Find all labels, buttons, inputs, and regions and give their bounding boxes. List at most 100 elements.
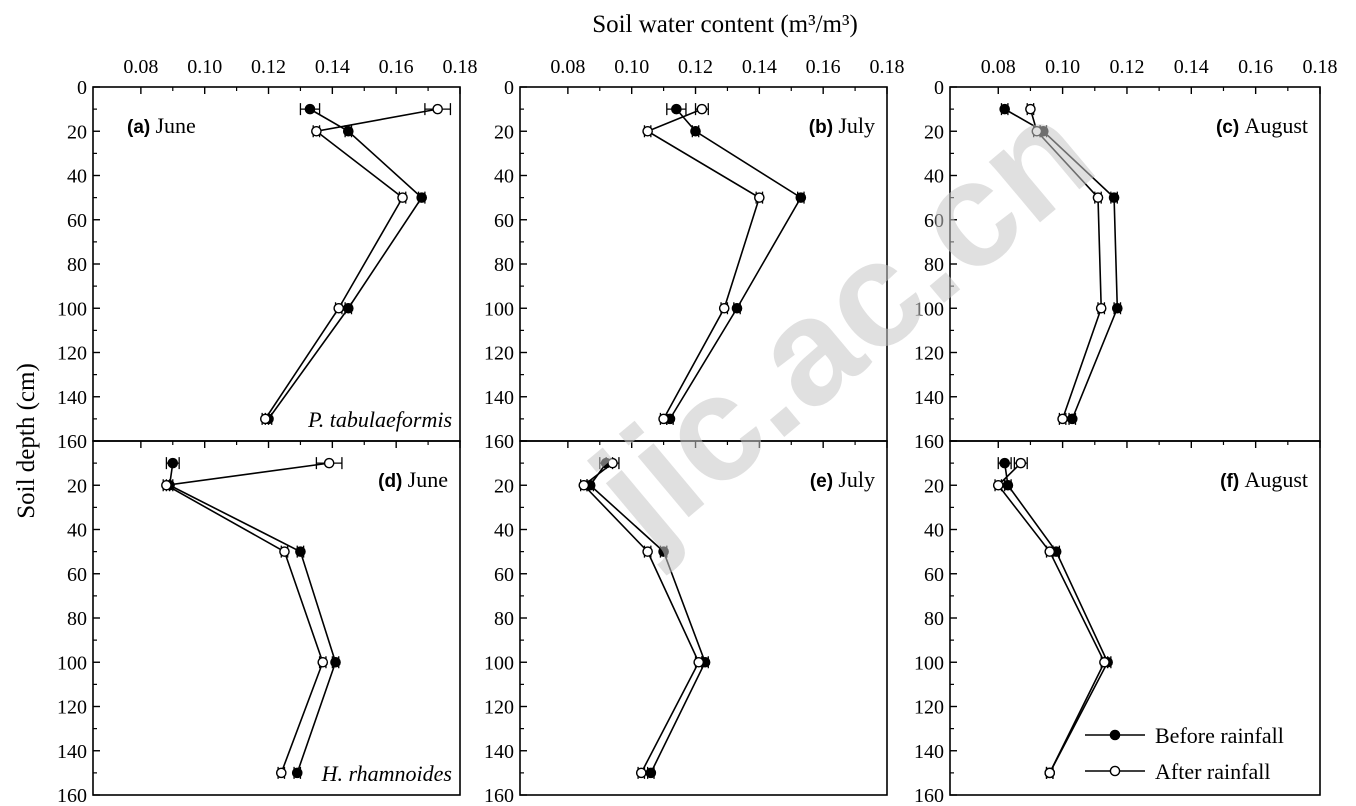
y-tick-label: 60	[924, 564, 944, 586]
y-tick-label: 80	[924, 254, 944, 276]
data-point-after	[275, 767, 287, 779]
panel-b: 0 20 40 60 80 100 120 140 160 0.08 0.10 0.12 0.14 0.1…	[484, 56, 905, 453]
panel-f: 20 40 60 80 100 120 140 160 (f) August Before rai…	[914, 440, 1321, 806]
y-tick-label: 60	[494, 210, 514, 232]
y-tick-label: 40	[924, 166, 944, 188]
data-point-after	[1015, 457, 1027, 469]
series-line-after	[163, 462, 330, 774]
series-line-after	[264, 108, 438, 420]
data-point-before	[291, 767, 303, 779]
y-tick-label: 140	[57, 741, 87, 763]
y-tick-label: 100	[57, 652, 87, 674]
data-point-before	[343, 125, 354, 137]
y-tick-label: 140	[914, 741, 944, 763]
plot-frame	[519, 440, 888, 796]
plot-frame	[519, 86, 888, 442]
x-tick-label: 0.08	[981, 56, 1016, 78]
data-point-after	[311, 125, 322, 137]
x-tick-label: 0.16	[1238, 56, 1273, 78]
panel-label: (a) June	[127, 113, 196, 138]
panel-letter: (b)	[809, 117, 839, 138]
y-tick-label: 80	[67, 608, 87, 630]
y-tick-label: 160	[484, 785, 514, 806]
panel-label: (b) July	[809, 113, 875, 138]
series-line-after	[997, 462, 1106, 774]
panel-letter: (a)	[127, 117, 156, 138]
y-tick-label: 40	[924, 520, 944, 542]
panel-a: 0 20 40 60 80 100 120 140 160 0.08 0.10 0.12 0.14 0.1…	[57, 56, 478, 453]
panel-c: 0 20 40 60 80 100 120 140 160 0.08 0.10 0.12 0.14 0.1…	[914, 56, 1338, 453]
plot-frame	[949, 86, 1321, 442]
data-point-after	[642, 546, 653, 557]
x-axis-title: Soil water content (m³/m³)	[592, 11, 858, 38]
y-tick-label: 20	[494, 475, 514, 497]
y-tick-label: 80	[494, 254, 514, 276]
data-point-after	[1057, 413, 1068, 425]
x-tick-label: 0.14	[315, 56, 350, 78]
y-tick-label: 80	[494, 608, 514, 630]
data-point-after	[161, 479, 172, 491]
y-tick-label: 0	[934, 77, 944, 99]
data-point-after	[754, 192, 765, 203]
data-point-before	[167, 457, 179, 469]
y-tick-label: 120	[57, 343, 87, 365]
data-point-before	[295, 546, 306, 557]
data-point-after	[1092, 192, 1104, 203]
series-line-after	[582, 462, 700, 774]
data-point-after	[992, 479, 1004, 491]
panel-label: (d) June	[378, 467, 448, 492]
y-tick-label: 120	[914, 697, 944, 719]
panel-d: 20 40 60 80 100 120 140 160 (d) June H. rhamnoide…	[57, 440, 461, 806]
x-tick-label: 0.12	[678, 56, 713, 78]
y-tick-label: 20	[67, 475, 87, 497]
data-point-after	[279, 546, 290, 557]
data-point-before	[343, 302, 354, 314]
y-tick-label: 120	[57, 697, 87, 719]
panel-month: July	[838, 467, 875, 492]
panel-letter: (f)	[1220, 471, 1244, 492]
y-tick-label: 140	[484, 741, 514, 763]
data-point-after	[432, 103, 443, 115]
data-point-before	[795, 192, 807, 203]
panels: 0 20 40 60 80 100 120 140 160 0.08 0.10 0.12 0.14 0.1…	[57, 56, 1338, 806]
y-tick-label: 80	[67, 254, 87, 276]
y-tick-label: 160	[57, 785, 87, 806]
panel-label: (e) July	[810, 467, 875, 492]
legend: Before rainfall After rainfall	[1085, 723, 1284, 784]
x-tick-label: 0.14	[1174, 56, 1209, 78]
data-point-after	[718, 302, 730, 314]
series-line-after	[645, 108, 761, 420]
data-point-before	[416, 192, 428, 203]
data-point-after	[658, 413, 669, 425]
x-tick-label: 0.14	[742, 56, 777, 78]
x-tick-label: 0.08	[123, 56, 158, 78]
data-point-after	[1099, 656, 1110, 668]
data-point-before	[330, 656, 341, 668]
data-point-after	[333, 302, 345, 314]
data-point-before	[999, 457, 1010, 469]
panel-letter: (c)	[1216, 117, 1245, 138]
data-point-after	[578, 479, 590, 491]
y-tick-label: 140	[57, 387, 87, 409]
y-tick-label: 60	[924, 210, 944, 232]
data-point-before	[671, 103, 682, 115]
y-tick-label: 40	[67, 520, 87, 542]
panel-letter: (d)	[378, 471, 408, 492]
data-point-before	[1002, 479, 1014, 491]
x-tick-label: 0.10	[614, 56, 649, 78]
data-point-before	[1108, 192, 1120, 203]
panel-month: August	[1244, 467, 1308, 492]
y-tick-label: 160	[484, 431, 514, 453]
data-point-before	[999, 103, 1010, 115]
y-tick-label: 60	[67, 210, 87, 232]
series-line-before	[1003, 463, 1109, 774]
panel-label: (f) August	[1220, 467, 1308, 492]
legend-marker-after	[1109, 765, 1121, 777]
y-tick-label: 60	[494, 564, 514, 586]
series-line-before	[168, 463, 337, 774]
data-point-after	[317, 656, 329, 668]
y-tick-label: 40	[67, 166, 87, 188]
y-tick-label: 100	[484, 652, 514, 674]
data-point-before	[1066, 413, 1078, 425]
y-tick-label: 20	[494, 121, 514, 143]
